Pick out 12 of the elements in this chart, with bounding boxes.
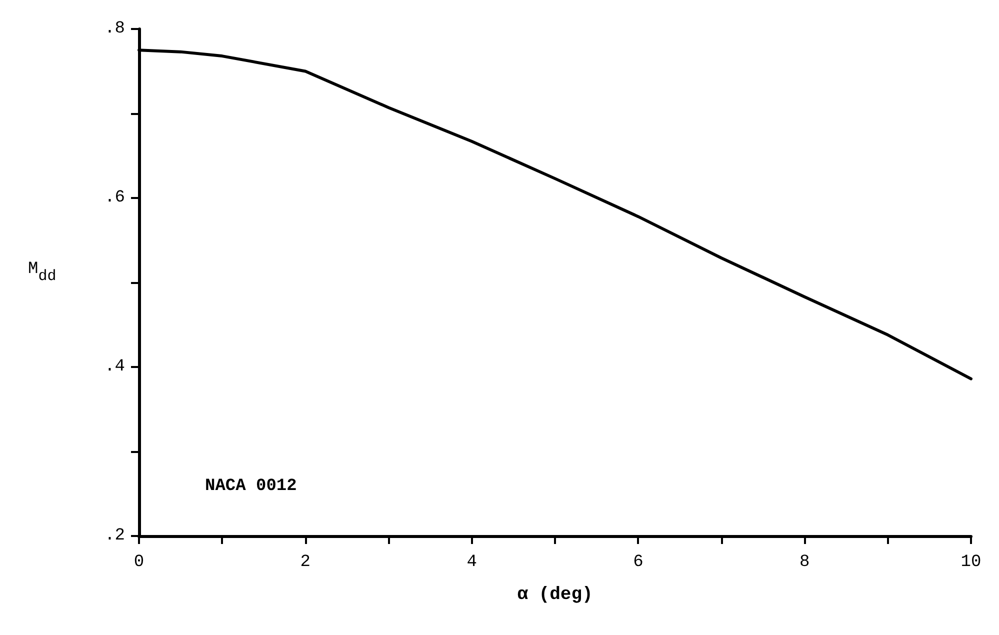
x-tick-label: 10 xyxy=(960,553,982,572)
x-tick-label: 6 xyxy=(633,553,644,572)
y-tick-label: .4 xyxy=(104,358,125,376)
y-tick-label: .6 xyxy=(104,188,125,208)
y-tick-label: .2 xyxy=(104,526,125,546)
x-tick-label: 4 xyxy=(466,553,477,572)
x-tick-label: 8 xyxy=(800,553,810,572)
x-axis-title: α (deg) xyxy=(517,585,593,605)
x-tick-label: 0 xyxy=(134,553,144,572)
annotation: NACA 0012 xyxy=(205,477,297,496)
x-tick-label: 2 xyxy=(300,553,310,572)
y-tick-label: .8 xyxy=(104,20,125,38)
